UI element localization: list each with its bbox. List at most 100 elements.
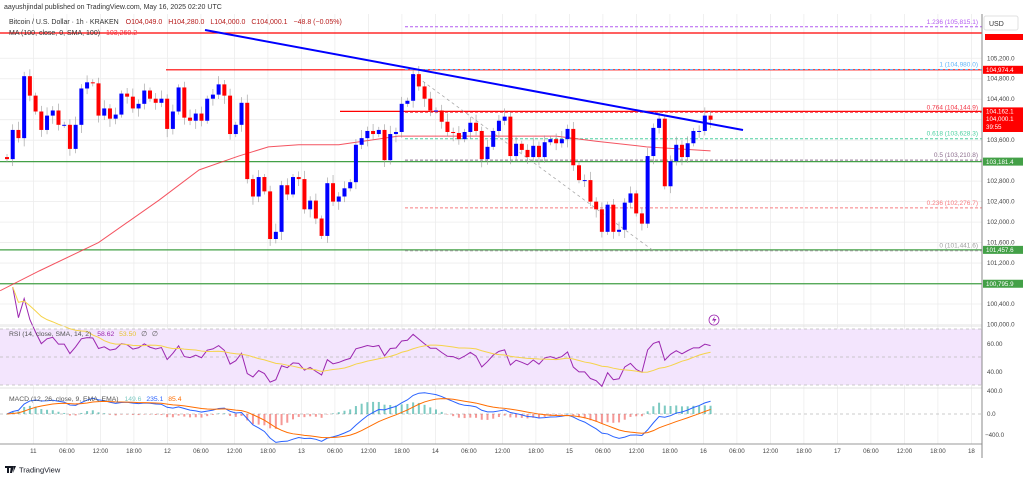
macd-hist-bar	[372, 401, 375, 414]
price-axis[interactable]: 105,200.0 104,800.0 104,400.0 103,600.0 102,…	[987, 55, 1015, 328]
candle-up	[645, 156, 650, 224]
macd-hist-bar	[640, 414, 643, 417]
price-tag-label: 100,795.9	[986, 281, 1014, 288]
candle-up	[73, 124, 78, 149]
time-label: 12:00	[763, 448, 779, 455]
macd-hist-bar	[332, 413, 335, 414]
rsi-legend[interactable]: RSI (14, close, SMA, 14, 2) 58.62 53.50 …	[9, 331, 158, 338]
candle-down	[451, 131, 456, 134]
macd-hist-bar	[234, 414, 237, 417]
macd-pane	[0, 392, 982, 443]
macd-hist-bar	[623, 414, 626, 420]
trendline[interactable]	[204, 29, 744, 131]
candle-up	[336, 196, 341, 202]
macd-hist-bar	[452, 414, 455, 417]
time-label: 18:00	[260, 448, 276, 455]
macd-hist-bar	[486, 414, 489, 420]
macd-hist-bar	[669, 405, 672, 414]
macd-hist-value: 149.6	[124, 396, 141, 403]
macd-hist-bar	[57, 411, 60, 414]
macd-hist-bar	[40, 409, 43, 414]
signal-line	[6, 398, 711, 439]
macd-hist-bar	[583, 414, 586, 419]
macd-hist-bar	[366, 402, 369, 414]
rsi-ma-line	[12, 286, 711, 373]
candle-down	[599, 209, 604, 232]
macd-axis-0: 0.0	[987, 411, 996, 418]
time-label: 12:00	[361, 448, 377, 455]
macd-hist-bar	[320, 414, 323, 418]
price-axis-label: 102,800.0	[987, 178, 1015, 185]
macd-hist-bar	[229, 414, 232, 416]
fib-level-label: 0.5 (103,210.8)	[934, 152, 978, 159]
macd-hist-bar	[206, 414, 209, 417]
candle-up	[548, 139, 553, 143]
macd-legend-label: MACD (12, 26, close, 9, EMA, EMA)	[9, 396, 119, 403]
current-price-label: 104,000.1	[986, 116, 1014, 123]
time-label: 14	[432, 448, 439, 455]
price-axis-label: 104,800.0	[987, 76, 1015, 83]
macd-hist-bar	[74, 414, 77, 416]
tradingview-logo[interactable]: TradingView	[5, 466, 61, 475]
macd-hist-bar	[149, 414, 151, 415]
candle-up	[325, 183, 330, 236]
candle-down	[302, 179, 307, 210]
candle-down	[456, 133, 461, 140]
time-label: 16	[700, 448, 707, 455]
time-label: 18:00	[662, 448, 678, 455]
time-label: 18:00	[930, 448, 946, 455]
candle-down	[422, 86, 427, 99]
candle-down	[382, 129, 387, 161]
candle-up	[273, 231, 278, 239]
candle-down	[285, 185, 290, 195]
candle-down	[16, 129, 21, 139]
macd-hist-bar	[80, 412, 83, 414]
lightning-icon[interactable]	[708, 314, 720, 326]
candle-up	[502, 116, 507, 121]
candle-up	[691, 130, 696, 144]
macd-hist-bar	[383, 404, 386, 414]
candle-up	[582, 180, 587, 182]
macd-hist-bar	[400, 404, 403, 414]
macd-legend[interactable]: MACD (12, 26, close, 9, EMA, EMA) 149.6 …	[9, 396, 182, 403]
fib-level-label: 0.764 (104,144.9)	[927, 104, 978, 111]
candle-up	[668, 161, 673, 187]
candle-down	[708, 115, 713, 120]
ma-legend[interactable]: MA (100, close, 0, SMA, 100) 103,260.2	[9, 30, 137, 37]
currency-button[interactable]	[983, 15, 1019, 31]
candle-down	[313, 200, 318, 219]
macd-signal-value: 85.4	[168, 396, 181, 403]
price-axis-label: 105,200.0	[987, 55, 1015, 62]
macd-hist-bar	[292, 414, 294, 420]
macd-hist-bar	[469, 414, 472, 418]
candle-up	[399, 103, 404, 132]
macd-hist-bar	[572, 414, 575, 416]
currency-label: USD	[989, 21, 1004, 28]
candle-up	[651, 127, 656, 157]
ma-legend-value: 103,260.2	[106, 30, 137, 37]
candle-down	[554, 139, 559, 144]
candle-down	[228, 95, 233, 135]
price-tag	[983, 65, 1023, 74]
price-axis-label: 104,400.0	[987, 96, 1015, 103]
rsi-ma-value: 53.50	[119, 331, 136, 338]
macd-hist-bar	[406, 403, 409, 414]
candle-down	[250, 179, 255, 197]
candle-down	[245, 102, 250, 180]
candle-down	[125, 93, 130, 97]
macd-hist-bar	[360, 403, 363, 414]
ohlc-change: −48.8 (−0.05%)	[294, 19, 342, 26]
candle-up	[102, 108, 107, 116]
price-tag	[983, 279, 1023, 288]
price-tag-label: 101,457.6	[986, 247, 1014, 254]
candle-down	[182, 87, 187, 118]
candle-down	[188, 117, 193, 121]
macd-hist-bar	[108, 414, 111, 415]
time-axis[interactable]: 11 06:00 12:00 18:00 12 06:00 12:00 18:00 13 06:0…	[30, 448, 975, 455]
time-label: 12:00	[227, 448, 243, 455]
macd-hist-bar	[166, 414, 169, 418]
time-label: 06:00	[59, 448, 75, 455]
price-tags: 104,974.4 104,162.1 103,181.4 101,457.6 100,…	[983, 65, 1023, 288]
publisher-text: aayushjindal published on TradingView.co…	[4, 4, 222, 11]
